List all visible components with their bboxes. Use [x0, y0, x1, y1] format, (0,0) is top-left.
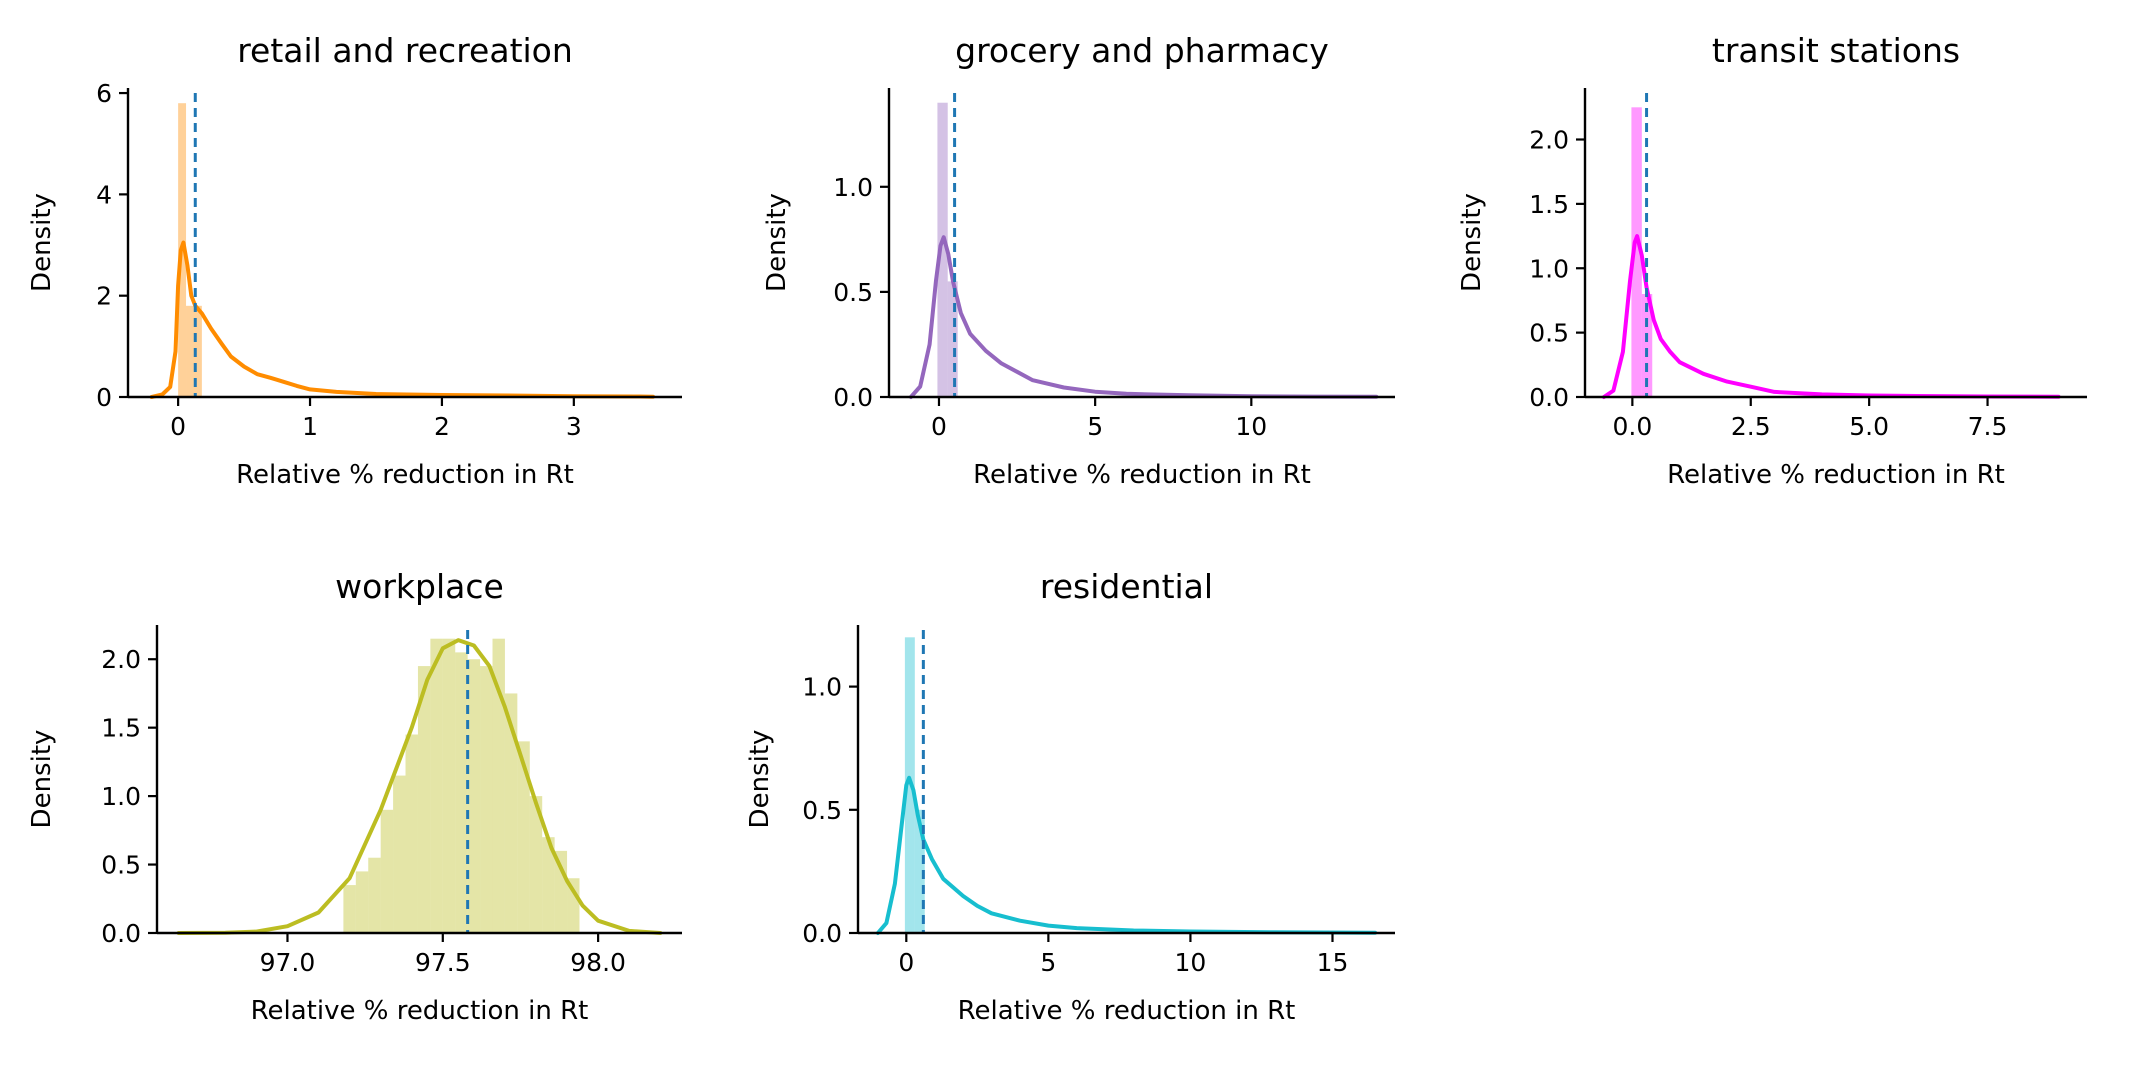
- y-tick-label-2-2: 1.0: [1529, 254, 1569, 283]
- x-tick-label-2-0: 0.0: [1612, 412, 1652, 441]
- histogram-bar-3-0: [343, 885, 356, 933]
- panel-title-2: transit stations: [1712, 31, 1960, 70]
- histogram-bar-2-0: [1631, 107, 1642, 397]
- histogram-bar-3-12: [492, 638, 505, 933]
- x-tick-label-2-2: 5.0: [1849, 412, 1889, 441]
- y-tick-label-4-0: 0.0: [802, 919, 842, 948]
- histogram-bar-1-1: [947, 281, 958, 397]
- kde-line-3: [176, 638, 663, 935]
- y-axis-label-0: Density: [27, 193, 57, 292]
- x-tick-label-3-2: 98.0: [570, 948, 626, 977]
- x-axis-label-4: Relative % reduction in Rt: [958, 996, 1296, 1026]
- histogram-bar-3-16: [542, 837, 555, 933]
- histogram-bar-3-18: [567, 878, 580, 933]
- y-tick-label-4-2: 1.0: [802, 673, 842, 702]
- y-axis-label-1: Density: [762, 193, 792, 292]
- x-tick-label-1-1: 5: [1087, 412, 1103, 441]
- x-tick-label-4-2: 10: [1175, 948, 1207, 977]
- x-tick-label-0-2: 2: [434, 412, 450, 441]
- y-tick-label-3-0: 0.0: [101, 919, 141, 948]
- x-tick-label-0-3: 3: [566, 412, 582, 441]
- x-tick-label-4-0: 0: [898, 948, 914, 977]
- histogram-bar-3-8: [442, 638, 456, 933]
- panel-4: 0 5 10 15 0.0 0.5 1.0 residential Relative % red…: [745, 567, 1395, 1026]
- histogram-bar-3-4: [393, 775, 406, 933]
- histogram-bar-3-1: [355, 871, 369, 933]
- x-axis-label-0: Relative % reduction in Rt: [236, 460, 574, 490]
- y-tick-label-2-0: 0.0: [1529, 383, 1569, 412]
- x-tick-label-1-2: 10: [1235, 412, 1267, 441]
- kde-line-4: [875, 775, 1378, 935]
- x-tick-label-2-3: 7.5: [1968, 412, 2008, 441]
- x-axis-label-2: Relative % reduction in Rt: [1667, 460, 2005, 490]
- y-tick-label-2-4: 2.0: [1529, 126, 1569, 155]
- y-tick-label-4-1: 0.5: [802, 796, 842, 825]
- y-tick-label-1-2: 1.0: [833, 173, 873, 202]
- x-tick-label-0-0: 0: [170, 412, 186, 441]
- x-tick-label-4-3: 15: [1317, 948, 1349, 977]
- panel-title-4: residential: [1040, 567, 1213, 606]
- y-axis-label-2: Density: [1457, 193, 1487, 292]
- y-tick-label-2-3: 1.5: [1529, 190, 1569, 219]
- panel-title-1: grocery and pharmacy: [955, 31, 1329, 70]
- x-axis-label-1: Relative % reduction in Rt: [973, 460, 1311, 490]
- y-tick-label-3-2: 1.0: [101, 782, 141, 811]
- kde-line-0: [149, 240, 655, 399]
- x-tick-label-1-0: 0: [931, 412, 947, 441]
- panel-2: 0.0 2.5 5.0 7.5 0.0 0.5 1.0 1.5 2.0 transit stati…: [1457, 31, 2087, 490]
- histogram-bar-3-3: [380, 809, 394, 933]
- x-tick-label-4-1: 5: [1040, 948, 1056, 977]
- histogram-bar-4-1: [914, 809, 925, 933]
- x-tick-label-3-0: 97.0: [260, 948, 316, 977]
- y-tick-label-0-1: 2: [96, 282, 112, 311]
- histogram-bar-1-0: [937, 102, 948, 397]
- histogram-bar-2-1: [1641, 294, 1653, 397]
- kde-line-2: [1601, 234, 2061, 399]
- x-axis-label-3: Relative % reduction in Rt: [251, 996, 589, 1026]
- y-tick-label-0-2: 4: [96, 180, 112, 209]
- x-tick-label-2-1: 2.5: [1731, 412, 1771, 441]
- histogram-bar-3-10: [467, 659, 481, 933]
- histogram-bar-3-13: [504, 693, 518, 933]
- y-axis-label-4: Density: [745, 730, 775, 829]
- y-tick-label-3-4: 2.0: [101, 645, 141, 674]
- x-tick-label-0-1: 1: [302, 412, 318, 441]
- x-tick-label-3-1: 97.5: [415, 948, 471, 977]
- histogram-bar-3-5: [405, 734, 418, 933]
- panel-3: 97.0 97.5 98.0 0.0 0.5 1.0 1.5 2.0 workplace Rela…: [27, 567, 682, 1026]
- y-tick-label-1-0: 0.0: [833, 383, 873, 412]
- y-tick-label-0-3: 6: [96, 79, 112, 108]
- histogram-bar-3-6: [417, 666, 431, 933]
- y-tick-label-2-1: 0.5: [1529, 319, 1569, 348]
- panel-title-0: retail and recreation: [237, 31, 573, 70]
- y-tick-label-0-0: 0: [96, 383, 112, 412]
- panel-0: 0 1 2 3 0 2 4 6 retail and recreation Relative % …: [27, 31, 682, 490]
- kde-line-1: [908, 235, 1379, 399]
- histogram-bar-3-7: [430, 638, 443, 933]
- y-axis-label-3: Density: [27, 730, 57, 829]
- histogram-bar-3-2: [368, 857, 381, 933]
- panel-title-3: workplace: [335, 567, 504, 606]
- histogram-bar-3-9: [455, 652, 468, 933]
- histogram-bar-3-15: [529, 796, 543, 933]
- y-tick-label-1-1: 0.5: [833, 278, 873, 307]
- panel-1: 0 5 10 0.0 0.5 1.0 grocery and pharmacy Relativ…: [762, 31, 1395, 490]
- histogram-bar-3-11: [480, 666, 493, 933]
- y-tick-label-3-1: 0.5: [101, 851, 141, 880]
- histogram-bar-3-14: [517, 741, 530, 933]
- y-tick-label-3-3: 1.5: [101, 714, 141, 743]
